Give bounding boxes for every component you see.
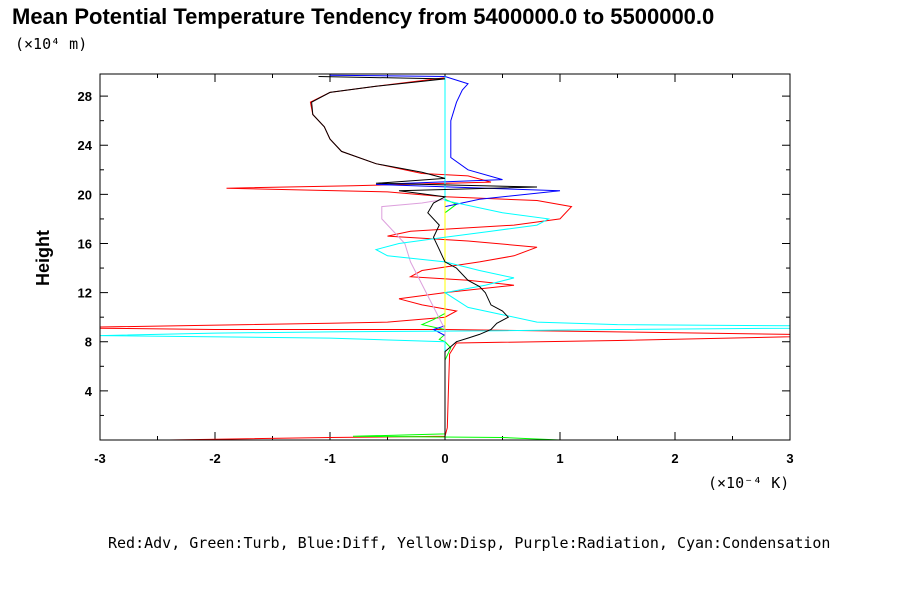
series-line-turb — [352, 196, 561, 441]
y-scale-note: (×10⁴ m) — [15, 35, 87, 53]
y-tick-label: 12 — [78, 286, 92, 301]
series-line-condensation — [99, 76, 791, 440]
x-tick-label: 3 — [786, 451, 793, 466]
y-tick-label: 16 — [78, 236, 92, 251]
series-lines — [99, 74, 791, 441]
y-tick-label: 8 — [85, 335, 92, 350]
series-line-total — [311, 76, 538, 440]
y-tick-label: 4 — [85, 384, 93, 399]
chart-title: Mean Potential Temperature Tendency from… — [12, 4, 714, 29]
x-tick-label: 0 — [441, 451, 448, 466]
x-tick-label: -2 — [209, 451, 221, 466]
plot-frame — [99, 73, 791, 441]
series-line-radiation — [381, 198, 446, 440]
x-tick-label: -1 — [324, 451, 336, 466]
x-tick-label: -3 — [94, 451, 106, 466]
series-line-diff — [329, 74, 561, 440]
y-tick-label: 24 — [78, 138, 93, 153]
x-tick-label: 2 — [671, 451, 678, 466]
y-tick-label: 20 — [78, 187, 92, 202]
x-tick-label: 1 — [556, 451, 563, 466]
legend-text: Red:Adv, Green:Turb, Blue:Diff, Yellow:D… — [108, 534, 830, 552]
y-tick-label: 28 — [78, 89, 92, 104]
x-scale-note: (×10⁻⁴ K) — [708, 474, 789, 492]
y-axis-label: Height — [33, 230, 53, 286]
